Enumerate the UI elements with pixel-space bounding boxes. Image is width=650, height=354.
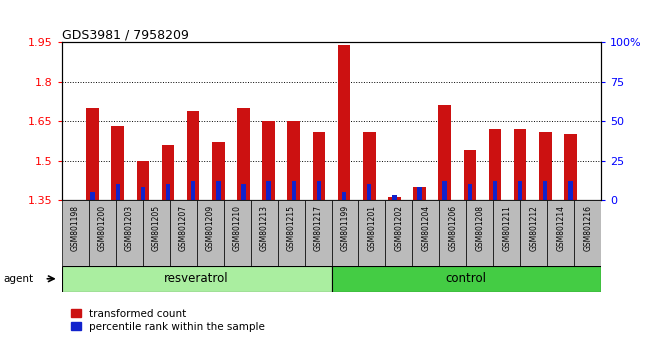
Bar bbox=[304, 200, 332, 266]
Legend: transformed count, percentile rank within the sample: transformed count, percentile rank withi… bbox=[67, 304, 269, 336]
Bar bbox=[88, 200, 116, 266]
Bar bbox=[287, 121, 300, 200]
Text: GSM801204: GSM801204 bbox=[421, 205, 430, 251]
Bar bbox=[439, 200, 467, 266]
Text: GDS3981 / 7958209: GDS3981 / 7958209 bbox=[62, 28, 188, 41]
Bar bbox=[521, 200, 547, 266]
Bar bbox=[359, 200, 385, 266]
Bar bbox=[241, 184, 246, 200]
Bar bbox=[467, 184, 472, 200]
Bar bbox=[564, 135, 577, 200]
Bar bbox=[518, 181, 523, 200]
Bar bbox=[342, 192, 346, 200]
Text: GSM801207: GSM801207 bbox=[179, 205, 188, 251]
Text: GSM801200: GSM801200 bbox=[98, 205, 107, 251]
Bar bbox=[543, 181, 547, 200]
Bar bbox=[191, 181, 196, 200]
Text: GSM801205: GSM801205 bbox=[151, 205, 161, 251]
Bar bbox=[111, 126, 124, 200]
Text: agent: agent bbox=[3, 274, 33, 284]
Bar bbox=[170, 200, 196, 266]
Bar bbox=[388, 198, 400, 200]
Bar bbox=[86, 108, 99, 200]
Text: GSM801208: GSM801208 bbox=[475, 205, 484, 251]
Text: control: control bbox=[446, 272, 487, 285]
Bar bbox=[136, 161, 149, 200]
Bar bbox=[332, 266, 601, 292]
Text: GSM801199: GSM801199 bbox=[341, 205, 350, 251]
Bar bbox=[224, 200, 251, 266]
Bar bbox=[90, 192, 95, 200]
Bar bbox=[166, 184, 170, 200]
Bar bbox=[62, 266, 332, 292]
Bar bbox=[187, 111, 200, 200]
Text: GSM801202: GSM801202 bbox=[395, 205, 404, 251]
Bar bbox=[212, 142, 225, 200]
Bar bbox=[263, 121, 275, 200]
Text: GSM801212: GSM801212 bbox=[529, 205, 538, 251]
Bar bbox=[467, 200, 493, 266]
Text: GSM801209: GSM801209 bbox=[205, 205, 214, 251]
Bar bbox=[143, 200, 170, 266]
Text: GSM801203: GSM801203 bbox=[125, 205, 134, 251]
Bar bbox=[443, 181, 447, 200]
Bar bbox=[278, 200, 304, 266]
Text: GSM801214: GSM801214 bbox=[556, 205, 566, 251]
Text: resveratrol: resveratrol bbox=[164, 272, 229, 285]
Text: GSM801213: GSM801213 bbox=[259, 205, 268, 251]
Bar bbox=[413, 200, 439, 266]
Bar bbox=[514, 129, 526, 200]
Bar bbox=[385, 200, 413, 266]
Bar bbox=[463, 150, 476, 200]
Bar bbox=[196, 200, 224, 266]
Text: GSM801211: GSM801211 bbox=[502, 205, 512, 251]
Bar bbox=[332, 200, 359, 266]
Bar bbox=[62, 200, 88, 266]
Bar bbox=[568, 181, 573, 200]
Text: GSM801215: GSM801215 bbox=[287, 205, 296, 251]
Bar bbox=[162, 145, 174, 200]
Bar bbox=[266, 181, 271, 200]
Bar bbox=[216, 181, 220, 200]
Bar bbox=[547, 200, 575, 266]
Bar bbox=[575, 200, 601, 266]
Text: GSM801217: GSM801217 bbox=[313, 205, 322, 251]
Text: GSM801210: GSM801210 bbox=[233, 205, 242, 251]
Bar bbox=[489, 129, 501, 200]
Bar bbox=[251, 200, 278, 266]
Bar bbox=[392, 195, 396, 200]
Bar bbox=[237, 108, 250, 200]
Bar bbox=[417, 187, 422, 200]
Bar bbox=[367, 184, 371, 200]
Bar bbox=[116, 200, 143, 266]
Bar bbox=[363, 132, 376, 200]
Bar bbox=[140, 187, 145, 200]
Text: GSM801216: GSM801216 bbox=[583, 205, 592, 251]
Bar bbox=[338, 45, 350, 200]
Bar bbox=[493, 181, 497, 200]
Text: GSM801198: GSM801198 bbox=[71, 205, 80, 251]
Bar bbox=[116, 184, 120, 200]
Text: GSM801201: GSM801201 bbox=[367, 205, 376, 251]
Bar bbox=[413, 187, 426, 200]
Bar bbox=[292, 181, 296, 200]
Bar bbox=[493, 200, 521, 266]
Bar bbox=[539, 132, 552, 200]
Bar bbox=[313, 132, 325, 200]
Bar bbox=[438, 105, 451, 200]
Text: GSM801206: GSM801206 bbox=[448, 205, 458, 251]
Bar bbox=[317, 181, 321, 200]
